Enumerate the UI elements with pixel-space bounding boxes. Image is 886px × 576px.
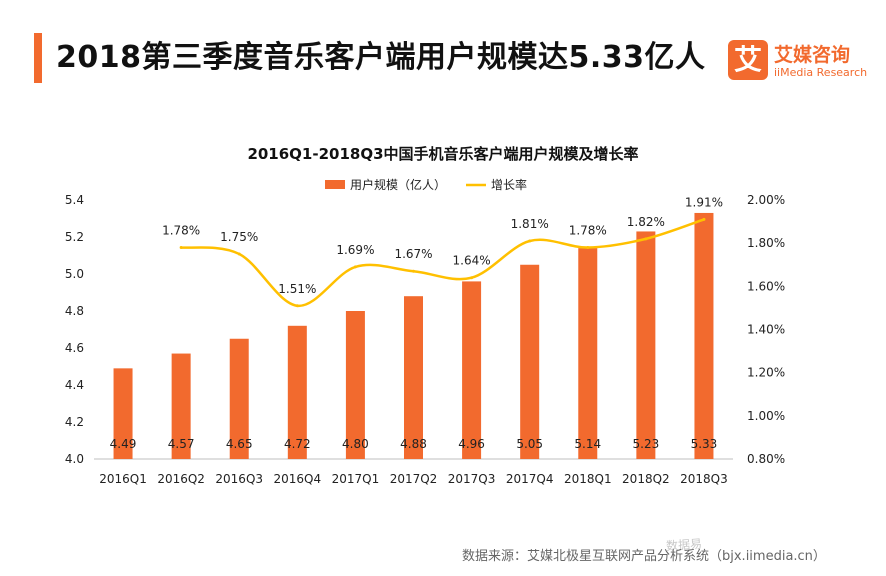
bar-value-label: 4.57 bbox=[168, 437, 195, 451]
brand-logo: 艾 艾媒咨询 iiMedia Research bbox=[728, 40, 878, 86]
growth-rate-label: 1.91% bbox=[685, 195, 723, 209]
x-tick-label: 2017Q3 bbox=[448, 472, 496, 486]
bar-value-label: 4.49 bbox=[110, 437, 137, 451]
bar-value-label: 4.72 bbox=[284, 437, 311, 451]
y-left-tick-label: 4.8 bbox=[65, 304, 84, 318]
bar-value-label: 5.14 bbox=[574, 437, 601, 451]
x-tick-label: 2016Q4 bbox=[274, 472, 322, 486]
bar-2016Q4 bbox=[287, 325, 307, 459]
bar-value-label: 4.96 bbox=[458, 437, 485, 451]
y-left-tick-label: 5.2 bbox=[65, 230, 84, 244]
growth-rate-point-2017Q2 bbox=[412, 269, 415, 273]
bar-2017Q1 bbox=[345, 311, 365, 459]
logo-name-cn: 艾媒咨询 bbox=[774, 44, 851, 66]
growth-rate-point-2018Q1 bbox=[586, 245, 590, 249]
growth-rate-label: 1.69% bbox=[336, 243, 374, 257]
y-left-tick-label: 5.0 bbox=[65, 267, 84, 281]
x-tick-label: 2017Q2 bbox=[390, 472, 438, 486]
bar-value-label: 5.33 bbox=[691, 437, 718, 451]
bar-2018Q1 bbox=[578, 248, 598, 459]
growth-rate-label: 1.67% bbox=[394, 247, 432, 261]
growth-rate-line bbox=[180, 218, 705, 308]
logo-name-en: iiMedia Research bbox=[774, 66, 868, 79]
growth-rate-label: 1.82% bbox=[627, 215, 665, 229]
title-accent-bar bbox=[34, 33, 42, 83]
logo-mark-icon: 艾 bbox=[728, 40, 768, 80]
chart-title: 2016Q1-2018Q3中国手机音乐客户端用户规模及增长率 bbox=[247, 145, 638, 163]
y-right-tick-label: 1.20% bbox=[747, 366, 785, 380]
legend-swatch-bars bbox=[325, 180, 345, 189]
growth-rate-point-2017Q4 bbox=[528, 239, 532, 243]
growth-rate-point-2017Q3 bbox=[470, 276, 474, 280]
growth-rate-point-2016Q4 bbox=[295, 304, 299, 308]
x-tick-label: 2017Q4 bbox=[506, 472, 554, 486]
y-right-tick-label: 2.00% bbox=[747, 193, 785, 207]
y-left-tick-label: 4.6 bbox=[65, 341, 84, 355]
source-note: 数据来源：艾媒北极星互联网产品分析系统（bjx.iimedia.cn） bbox=[462, 549, 826, 564]
x-tick-label: 2018Q3 bbox=[680, 472, 728, 486]
y-right-tick-label: 0.80% bbox=[747, 452, 785, 466]
x-tick-label: 2016Q1 bbox=[99, 472, 147, 486]
bar-value-label: 4.88 bbox=[400, 437, 427, 451]
growth-rate-point-2018Q2 bbox=[644, 237, 648, 241]
bar-2016Q3 bbox=[229, 338, 249, 459]
legend-label-line: 增长率 bbox=[491, 177, 527, 192]
bar-2017Q4 bbox=[520, 264, 540, 459]
growth-rate-label: 1.78% bbox=[162, 223, 200, 237]
page-headline: 2018第三季度音乐客户端用户规模达5.33亿人 bbox=[56, 40, 706, 75]
x-tick-label: 2016Q3 bbox=[215, 472, 263, 486]
y-left-tick-label: 4.2 bbox=[65, 415, 84, 429]
bar-2017Q2 bbox=[404, 296, 423, 459]
legend-label-bars: 用户规模（亿人） bbox=[350, 177, 446, 192]
growth-rate-label: 1.64% bbox=[453, 254, 491, 268]
bar-2016Q2 bbox=[171, 353, 191, 459]
x-tick-label: 2018Q2 bbox=[622, 472, 670, 486]
bar-value-label: 5.05 bbox=[516, 437, 543, 451]
growth-rate-point-2016Q2 bbox=[179, 245, 183, 249]
growth-rate-label: 1.51% bbox=[278, 282, 316, 296]
bar-2017Q3 bbox=[462, 281, 482, 459]
x-tick-label: 2016Q2 bbox=[157, 472, 205, 486]
y-right-tick-label: 1.80% bbox=[747, 236, 785, 250]
y-left-tick-label: 5.4 bbox=[65, 193, 84, 207]
x-tick-label: 2018Q1 bbox=[564, 472, 612, 486]
growth-rate-point-2017Q1 bbox=[353, 265, 357, 269]
y-right-tick-label: 1.60% bbox=[747, 279, 785, 293]
bar-2018Q3 bbox=[694, 212, 714, 459]
bar-value-label: 5.23 bbox=[633, 437, 660, 451]
growth-rate-point-2016Q3 bbox=[237, 252, 241, 256]
growth-rate-label: 1.78% bbox=[569, 223, 607, 237]
bar-2016Q1 bbox=[113, 368, 133, 459]
growth-rate-label: 1.81% bbox=[511, 217, 549, 231]
x-tick-label: 2017Q1 bbox=[332, 472, 380, 486]
bar-2018Q2 bbox=[636, 231, 656, 459]
y-right-tick-label: 1.40% bbox=[747, 323, 785, 337]
y-left-tick-label: 4.4 bbox=[65, 378, 84, 392]
bar-value-label: 4.80 bbox=[342, 437, 369, 451]
bar-value-label: 4.65 bbox=[226, 437, 253, 451]
y-right-tick-label: 1.00% bbox=[747, 409, 785, 423]
y-left-tick-label: 4.0 bbox=[65, 452, 84, 466]
growth-rate-point-2018Q3 bbox=[702, 217, 706, 221]
growth-rate-label: 1.75% bbox=[220, 230, 258, 244]
